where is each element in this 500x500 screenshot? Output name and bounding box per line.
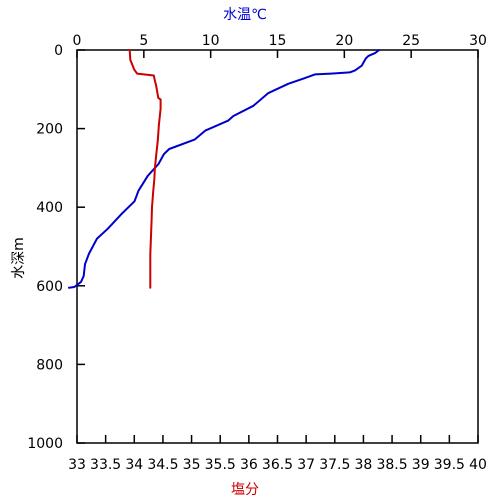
- plot-frame: [76, 49, 479, 444]
- y-tick-label: 600: [36, 279, 63, 295]
- top-tick-label: 10: [202, 33, 220, 49]
- bottom-tick-label: 35.5: [205, 457, 236, 473]
- bottom-tick-label: 36.5: [262, 457, 293, 473]
- bottom-axis-title: 塩分: [231, 482, 259, 498]
- top-tick-label: 25: [402, 33, 420, 49]
- y-tick-label: 0: [54, 43, 63, 59]
- y-axis-title: 水深m: [11, 237, 27, 279]
- top-axis-title: 水温℃: [223, 7, 267, 23]
- bottom-tick-label: 34.5: [147, 457, 178, 473]
- bottom-tick-label: 38: [355, 457, 373, 473]
- top-tick-label: 20: [335, 33, 353, 49]
- bottom-tick-label: 33: [68, 457, 86, 473]
- top-tick-label: 15: [269, 33, 287, 49]
- bottom-tick-label: 37.5: [319, 457, 350, 473]
- y-tick-label: 1000: [27, 436, 63, 452]
- top-tick-label: 0: [73, 33, 82, 49]
- series-layer: [68, 49, 381, 289]
- tick-layer: 0 5 10 15 20 25 30 33 33.5 34 34.5 35 35.5 36 36.5 37 37…: [27, 33, 487, 473]
- y-tick-label: 800: [36, 357, 63, 373]
- bottom-tick-label: 35: [183, 457, 201, 473]
- y-tick-label: 400: [36, 200, 63, 216]
- top-tick-label: 5: [139, 33, 148, 49]
- top-tick-label: 30: [469, 33, 487, 49]
- bottom-tick-label: 39: [412, 457, 430, 473]
- bottom-tick-label: 40: [469, 457, 487, 473]
- temperature-profile-line: [68, 49, 381, 289]
- bottom-tick-label: 34: [125, 457, 143, 473]
- bottom-tick-label: 33.5: [90, 457, 121, 473]
- bottom-tick-label: 38.5: [376, 457, 407, 473]
- salinity-profile-line: [128, 49, 162, 289]
- bottom-tick-label: 36: [240, 457, 258, 473]
- bottom-tick-label: 39.5: [434, 457, 465, 473]
- bottom-tick-label: 37: [297, 457, 315, 473]
- y-tick-label: 200: [36, 122, 63, 138]
